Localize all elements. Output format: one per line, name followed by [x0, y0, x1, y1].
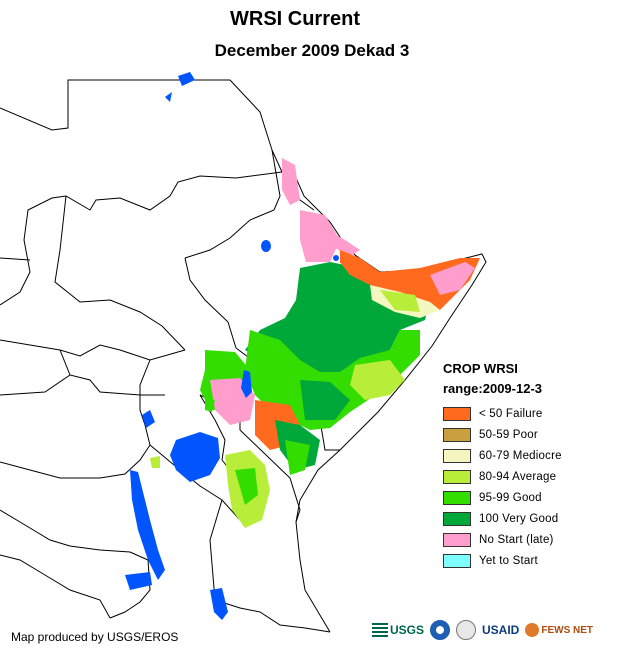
legend-swatch — [443, 427, 471, 442]
legend-item: No Start (late) — [443, 529, 623, 550]
legend-items: < 50 Failure 50-59 Poor 60-79 Mediocre 80-9… — [443, 403, 623, 571]
legend-item: 50-59 Poor — [443, 424, 623, 445]
legend-title: CROP WRSI — [443, 361, 518, 376]
map-credit: Map produced by USGS/EROS — [11, 630, 179, 644]
legend-swatch — [443, 532, 471, 547]
legend-label: No Start (late) — [479, 533, 554, 546]
water-bodies — [125, 72, 339, 620]
sponsor-logos: USGS USAID FEWS NET — [372, 617, 622, 643]
legend-item: 95-99 Good — [443, 487, 623, 508]
legend-label: 100 Very Good — [479, 512, 559, 525]
legend-swatch — [443, 490, 471, 505]
legend-swatch — [443, 469, 471, 484]
usaid-logo: USAID — [482, 623, 520, 637]
noaa-logo-icon — [430, 620, 451, 640]
legend-label: Yet to Start — [479, 554, 538, 567]
legend-label: 95-99 Good — [479, 491, 542, 504]
legend-swatch — [443, 553, 471, 568]
usgs-wave-icon — [372, 623, 388, 637]
legend-item: 100 Very Good — [443, 508, 623, 529]
map-subtitle: December 2009 Dekad 3 — [214, 41, 410, 60]
legend: CROP WRSI range:2009-12-3 < 50 Failure 50… — [443, 359, 623, 571]
legend-label: 60-79 Mediocre — [479, 449, 562, 462]
usgs-logo: USGS — [372, 623, 424, 637]
legend-item: < 50 Failure — [443, 403, 623, 424]
legend-item: Yet to Start — [443, 550, 623, 571]
legend-range: range:2009-12-3 — [443, 381, 542, 396]
map-title: WRSI Current — [230, 8, 360, 30]
legend-swatch — [443, 406, 471, 421]
legend-item: 60-79 Mediocre — [443, 445, 623, 466]
fews-globe-icon — [525, 623, 540, 637]
legend-swatch — [443, 511, 471, 526]
legend-item: 80-94 Average — [443, 466, 623, 487]
fews-net-logo: FEWS NET — [525, 623, 593, 637]
legend-label: 50-59 Poor — [479, 428, 538, 441]
legend-label: 80-94 Average — [479, 470, 557, 483]
nasa-logo-icon — [456, 620, 477, 640]
legend-label: < 50 Failure — [479, 407, 543, 420]
legend-swatch — [443, 448, 471, 463]
crop-regions — [150, 158, 480, 528]
